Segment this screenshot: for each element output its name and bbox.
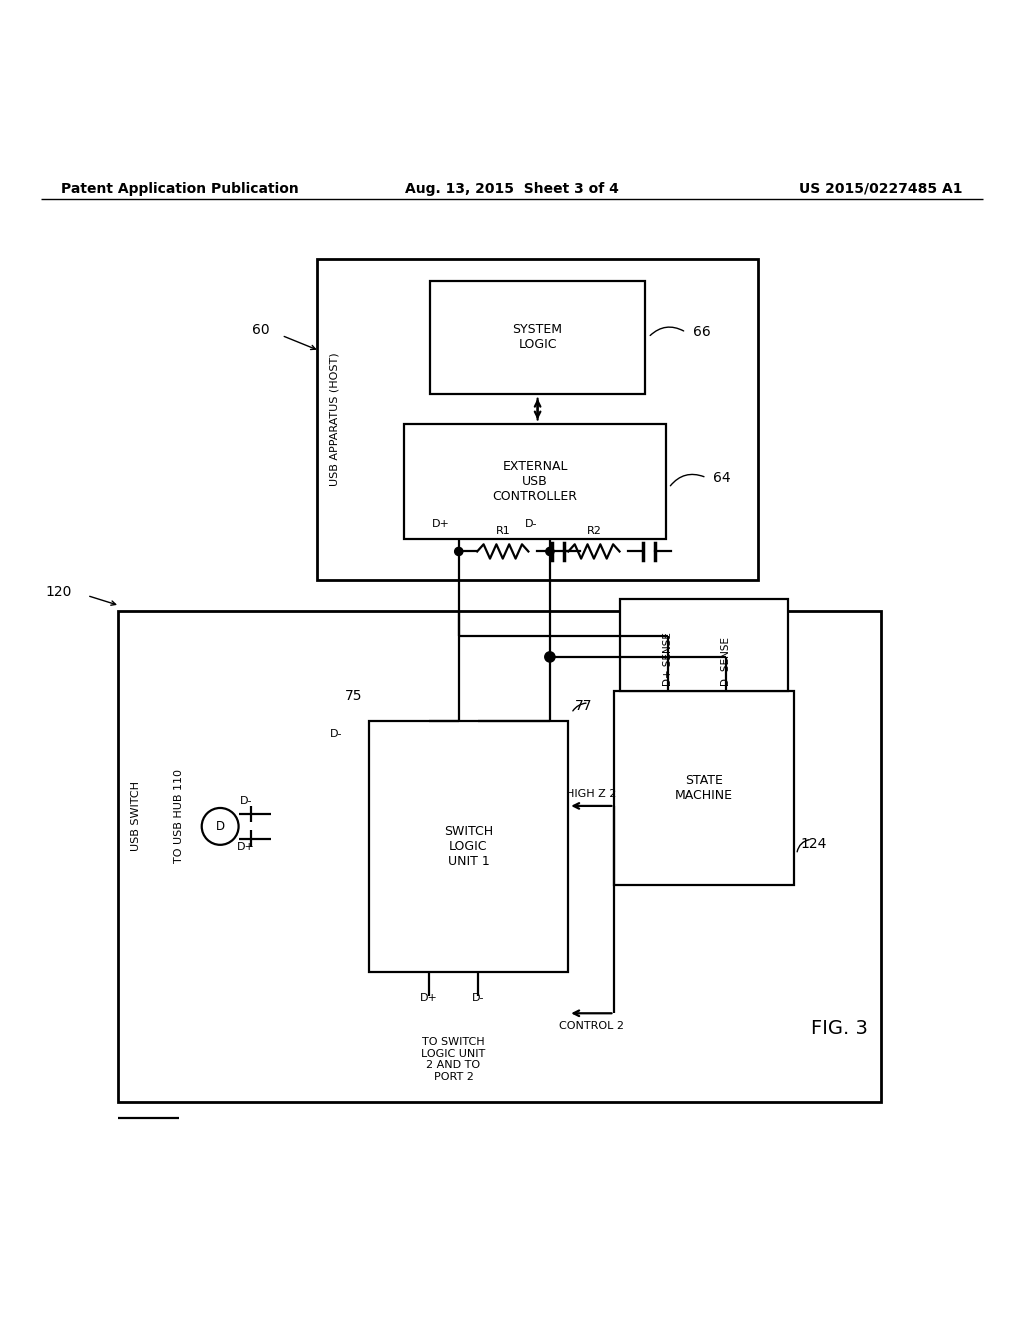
Bar <box>317 259 758 579</box>
Text: 60: 60 <box>252 323 270 338</box>
Text: Aug. 13, 2015  Sheet 3 of 4: Aug. 13, 2015 Sheet 3 of 4 <box>406 182 618 195</box>
Text: 77: 77 <box>574 700 593 713</box>
Text: 124: 124 <box>801 837 827 851</box>
Text: D+: D+ <box>237 842 255 851</box>
Bar <box>430 281 645 393</box>
Text: 75: 75 <box>344 689 362 702</box>
Text: US 2015/0227485 A1: US 2015/0227485 A1 <box>799 182 963 195</box>
Text: D+: D+ <box>431 519 450 529</box>
Text: D- SENSE: D- SENSE <box>721 636 730 685</box>
Circle shape <box>546 548 554 556</box>
Text: D-: D- <box>330 729 342 739</box>
Bar <box>620 598 788 690</box>
Text: SYSTEM
LOGIC: SYSTEM LOGIC <box>513 323 562 351</box>
Bar <box>369 722 568 973</box>
Text: R2: R2 <box>587 525 601 536</box>
Circle shape <box>545 652 555 663</box>
Text: D+ SENSE: D+ SENSE <box>664 632 673 685</box>
Text: EXTERNAL
USB
CONTROLLER: EXTERNAL USB CONTROLLER <box>493 461 578 503</box>
Text: 66: 66 <box>692 325 711 339</box>
Text: R1: R1 <box>496 525 510 536</box>
Text: HIGH Z 2: HIGH Z 2 <box>566 788 616 799</box>
Text: FIG. 3: FIG. 3 <box>811 1019 868 1038</box>
Text: D-: D- <box>525 519 538 529</box>
Text: SWITCH
LOGIC
UNIT 1: SWITCH LOGIC UNIT 1 <box>444 825 493 869</box>
Text: USB APPARATUS (HOST): USB APPARATUS (HOST) <box>330 352 340 486</box>
Text: TO USB HUB 110: TO USB HUB 110 <box>174 768 184 863</box>
Circle shape <box>455 548 463 556</box>
Text: Patent Application Publication: Patent Application Publication <box>61 182 299 195</box>
Text: 120: 120 <box>45 585 72 599</box>
Text: 64: 64 <box>713 471 731 484</box>
Text: D-: D- <box>472 993 484 1003</box>
Bar <box>614 690 794 886</box>
Circle shape <box>202 808 239 845</box>
Bar <box>404 425 666 539</box>
Text: CONTROL 2: CONTROL 2 <box>559 1020 624 1031</box>
Text: D: D <box>216 820 224 833</box>
Bar <box>118 611 881 1102</box>
Text: TO SWITCH
LOGIC UNIT
2 AND TO
PORT 2: TO SWITCH LOGIC UNIT 2 AND TO PORT 2 <box>422 1038 485 1082</box>
Text: D-: D- <box>240 796 252 805</box>
Text: STATE
MACHINE: STATE MACHINE <box>675 774 733 803</box>
Text: D+: D+ <box>420 993 437 1003</box>
Text: USB SWITCH: USB SWITCH <box>131 780 141 850</box>
